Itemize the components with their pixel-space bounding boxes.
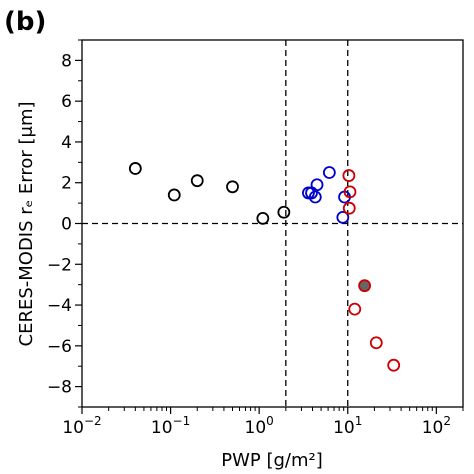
data-point: [167, 188, 181, 202]
data-point: [256, 212, 270, 225]
data-point: [342, 201, 356, 215]
x-tick-label: 10−2: [62, 414, 101, 438]
data-point: [277, 205, 291, 219]
y-tick-label: 0: [61, 215, 72, 235]
plot-frame: [81, 39, 464, 408]
y-tick-label: 2: [61, 174, 72, 194]
data-point: [369, 336, 383, 350]
y-tick-label: −6: [47, 337, 72, 357]
data-point: [190, 174, 204, 188]
y-axis-title: CERES-MODIS rₑ Error [μm]: [16, 101, 37, 346]
x-tick-label: 10−1: [151, 414, 190, 438]
x-axis-title: PWP [g/m²]: [221, 450, 323, 471]
data-point: [310, 178, 324, 192]
data-point: [308, 190, 322, 204]
y-tick-label: −4: [47, 296, 72, 316]
data-point: [343, 185, 357, 199]
data-point: [342, 169, 356, 182]
data-point: [336, 210, 350, 224]
panel-label: (b): [4, 7, 46, 37]
x-tick-label: 100: [245, 414, 274, 438]
y-tick-label: 6: [61, 92, 72, 112]
x-tick-label: 102: [422, 414, 451, 438]
data-point: [358, 279, 372, 293]
data-point: [128, 162, 142, 175]
data-point: [322, 166, 336, 179]
y-tick-label: −2: [47, 255, 72, 275]
data-point: [226, 180, 239, 194]
y-tick-label: 8: [61, 51, 72, 71]
y-tick-label: −8: [47, 378, 72, 398]
data-point: [348, 302, 362, 316]
y-tick-label: 4: [61, 133, 72, 153]
x-tick-label: 101: [333, 414, 362, 438]
data-point: [387, 358, 401, 372]
